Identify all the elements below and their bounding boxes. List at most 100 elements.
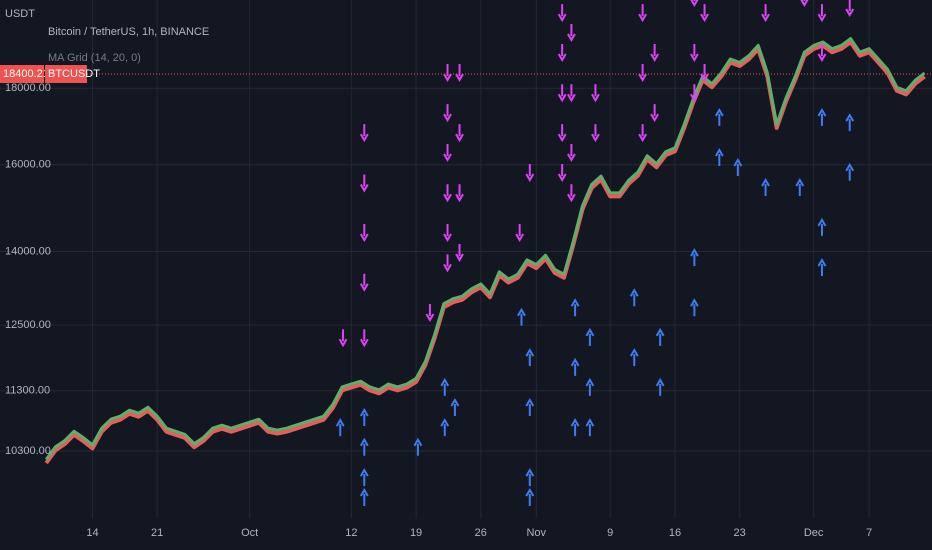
- x-tick-label: 19: [410, 527, 422, 539]
- sell-arrow: [359, 174, 369, 193]
- buy-arrow: [817, 107, 827, 126]
- sell-arrow: [557, 164, 567, 182]
- buy-arrow: [570, 357, 580, 376]
- sell-arrow: [359, 329, 369, 348]
- y-tick-label: 16000.00: [5, 159, 51, 171]
- sell-arrow: [359, 124, 369, 143]
- buy-arrow: [795, 178, 805, 197]
- buy-arrow: [733, 157, 743, 176]
- sell-arrow: [761, 4, 770, 23]
- sell-arrow: [455, 124, 464, 143]
- sell-arrow: [700, 64, 709, 83]
- sell-arrow: [557, 44, 567, 63]
- x-tick-label: 7: [866, 527, 872, 539]
- buy-arrow: [359, 487, 369, 506]
- sell-arrow: [700, 4, 709, 23]
- buy-arrow: [525, 398, 535, 417]
- sell-arrow: [443, 104, 452, 123]
- y-tick-label: 18000.00: [5, 82, 51, 94]
- last-price-label: 18400.21: [3, 68, 49, 80]
- buy-arrow: [585, 418, 595, 437]
- y-tick-label: 14000.00: [5, 245, 51, 257]
- buy-arrow: [517, 307, 526, 326]
- x-axis-band: [0, 518, 932, 550]
- y-tick-label: 11300.00: [5, 385, 50, 397]
- sell-arrow: [455, 243, 464, 262]
- buy-arrow: [413, 437, 423, 456]
- y-tick-label: 12500.00: [5, 319, 51, 331]
- sell-arrow: [690, 84, 699, 103]
- buy-arrow: [845, 162, 855, 181]
- x-tick-label: 16: [669, 527, 681, 539]
- buy-arrow: [525, 468, 535, 487]
- sell-arrow: [567, 143, 576, 162]
- sell-arrow: [638, 4, 647, 23]
- buy-arrow: [690, 248, 699, 267]
- sell-arrow: [557, 84, 567, 103]
- buy-arrow: [440, 418, 450, 437]
- sell-arrow: [800, 0, 809, 8]
- sell-arrow: [650, 104, 659, 123]
- x-tick-label: 23: [734, 527, 746, 539]
- sell-arrow: [817, 44, 827, 63]
- price-line: [44, 37, 926, 461]
- buy-arrow: [629, 288, 639, 307]
- sell-arrow: [443, 184, 452, 203]
- sell-arrow: [690, 0, 699, 8]
- buy-arrow: [714, 147, 724, 166]
- sell-arrow: [557, 4, 567, 23]
- buy-arrow: [714, 107, 724, 126]
- x-tick-label: Oct: [241, 527, 258, 539]
- buy-arrow: [525, 348, 535, 367]
- sell-arrow: [591, 124, 600, 143]
- x-tick-label: 14: [86, 527, 98, 539]
- sell-arrow: [359, 273, 369, 292]
- x-tick-label: Dec: [804, 527, 824, 539]
- sell-arrow: [650, 44, 659, 63]
- buy-arrow: [585, 327, 595, 346]
- sell-arrow: [817, 4, 827, 23]
- sell-arrow: [591, 84, 600, 103]
- buy-arrow: [655, 377, 665, 396]
- sell-arrow: [443, 224, 452, 243]
- buy-arrow: [655, 327, 665, 346]
- sell-arrow: [525, 164, 535, 182]
- buy-arrow: [690, 298, 699, 317]
- symbol-label: BTCUSDT: [48, 68, 100, 80]
- sell-arrow: [425, 304, 435, 322]
- plot: [0, 0, 932, 506]
- sell-arrow: [338, 329, 348, 348]
- buy-arrow: [525, 487, 535, 506]
- buy-arrow: [359, 437, 369, 456]
- sell-arrow: [455, 184, 464, 203]
- y-tick-label: 10300.00: [5, 445, 51, 457]
- sell-arrow: [690, 44, 699, 63]
- x-tick-label: 21: [151, 527, 163, 539]
- x-tick-label: 9: [607, 527, 613, 539]
- x-tick-label: 26: [475, 527, 487, 539]
- sell-arrow: [567, 84, 576, 103]
- buy-arrow: [335, 418, 345, 437]
- buy-arrow: [570, 418, 580, 437]
- buy-arrow: [585, 377, 595, 396]
- buy-arrow: [817, 257, 827, 276]
- sell-arrow: [359, 224, 369, 243]
- buy-arrow: [845, 113, 855, 132]
- buy-arrow: [570, 298, 580, 317]
- buy-arrow: [359, 468, 369, 487]
- labels: 10300.00 11300.00 12500.00 14000.00 16000.00…: [0, 64, 932, 550]
- sell-arrow: [557, 124, 567, 143]
- buy-arrow: [440, 377, 450, 396]
- grid: [0, 0, 932, 518]
- sell-arrow: [638, 124, 647, 143]
- buy-arrow: [761, 178, 770, 197]
- sell-arrow: [567, 23, 576, 42]
- chart-title: Bitcoin / TetherUS, 1h, BINANCE: [48, 26, 209, 38]
- last-price-box: [0, 64, 44, 83]
- sell-arrow: [845, 0, 855, 17]
- y-unit: USDT: [5, 8, 35, 20]
- sell-arrow: [515, 224, 524, 243]
- symbol-box: [45, 64, 87, 83]
